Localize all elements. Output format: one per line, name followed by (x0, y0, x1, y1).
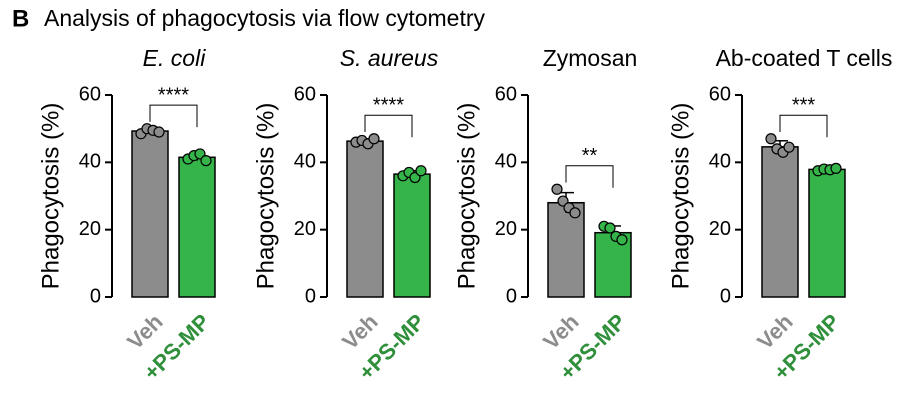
bar (547, 201, 585, 298)
data-point (783, 141, 795, 153)
data-point (765, 133, 777, 145)
bar (393, 173, 431, 298)
data-point (616, 234, 628, 246)
figure-title: Analysis of phagocytosis via flow cytome… (44, 5, 486, 31)
data-point (200, 155, 212, 167)
y-tick-label: 0 (720, 285, 731, 307)
chart-title: Zymosan (543, 45, 638, 71)
y-tick-label: 20 (495, 218, 517, 240)
data-point (153, 126, 165, 138)
bar (761, 146, 799, 298)
bar (131, 130, 169, 298)
y-tick-label: 40 (79, 151, 101, 173)
significance-label: **** (158, 84, 189, 106)
y-axis-label: Phagocytosis (%) (453, 103, 480, 290)
significance-bracket (779, 114, 828, 138)
data-point (415, 165, 427, 177)
y-tick-label: 60 (709, 83, 731, 105)
chart-title: S. aureus (340, 45, 439, 71)
y-axis-label: Phagocytosis (%) (37, 103, 64, 290)
significance-bracket (565, 165, 614, 188)
significance-label: *** (792, 94, 816, 116)
y-axis-label: Phagocytosis (%) (667, 103, 694, 290)
data-point (551, 183, 563, 195)
y-tick-label: 40 (709, 151, 731, 173)
significance-label: **** (373, 94, 404, 116)
y-tick-label: 0 (506, 285, 517, 307)
y-tick-label: 20 (79, 218, 101, 240)
bar (178, 156, 216, 298)
significance-bracket (149, 104, 198, 128)
y-tick-label: 40 (495, 151, 517, 173)
y-tick-label: 20 (709, 218, 731, 240)
significance-bracket (364, 114, 413, 138)
y-tick-label: 20 (294, 218, 316, 240)
y-tick-label: 60 (495, 83, 517, 105)
bar (808, 168, 846, 298)
chart-title: Ab-coated T cells (716, 45, 893, 71)
significance-label: ** (582, 145, 598, 167)
chart-title: E. coli (143, 45, 207, 71)
data-point (569, 207, 581, 219)
y-tick-label: 0 (90, 285, 101, 307)
y-tick-label: 60 (294, 83, 316, 105)
y-tick-label: 40 (294, 151, 316, 173)
data-point (368, 133, 380, 145)
y-tick-label: 0 (305, 285, 316, 307)
y-tick-label: 60 (79, 83, 101, 105)
data-point (604, 222, 616, 234)
panel-label: B (12, 5, 29, 32)
data-point (830, 162, 842, 174)
y-axis-label: Phagocytosis (%) (252, 103, 279, 290)
bar (346, 140, 384, 298)
